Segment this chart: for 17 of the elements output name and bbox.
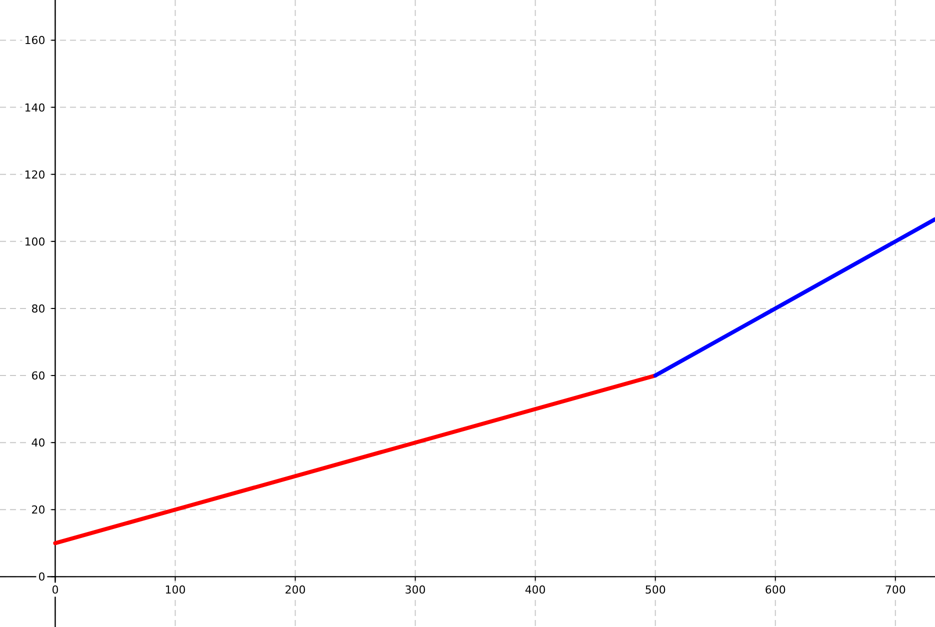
x-tick-label: 500 bbox=[644, 584, 666, 597]
x-tick-label: 0 bbox=[52, 584, 59, 597]
x-tick-label: 600 bbox=[764, 584, 786, 597]
y-tick-label: 20 bbox=[31, 504, 46, 517]
y-tick-label: 60 bbox=[31, 370, 46, 383]
y-tick-label: 160 bbox=[24, 34, 46, 48]
x-tick-label: 300 bbox=[404, 584, 426, 597]
y-tick-label: 0 bbox=[38, 570, 46, 584]
y-tick-label: 140 bbox=[24, 101, 46, 114]
y-tick-label: 120 bbox=[24, 168, 46, 182]
x-tick-label: 200 bbox=[284, 584, 306, 597]
x-tick-label: 100 bbox=[164, 584, 186, 597]
x-tick-label: 400 bbox=[524, 584, 546, 597]
x-tick-label: 700 bbox=[884, 584, 906, 597]
y-tick-label: 40 bbox=[31, 436, 46, 450]
y-tick-label: 80 bbox=[31, 302, 46, 316]
y-tick-label: 100 bbox=[24, 235, 46, 248]
